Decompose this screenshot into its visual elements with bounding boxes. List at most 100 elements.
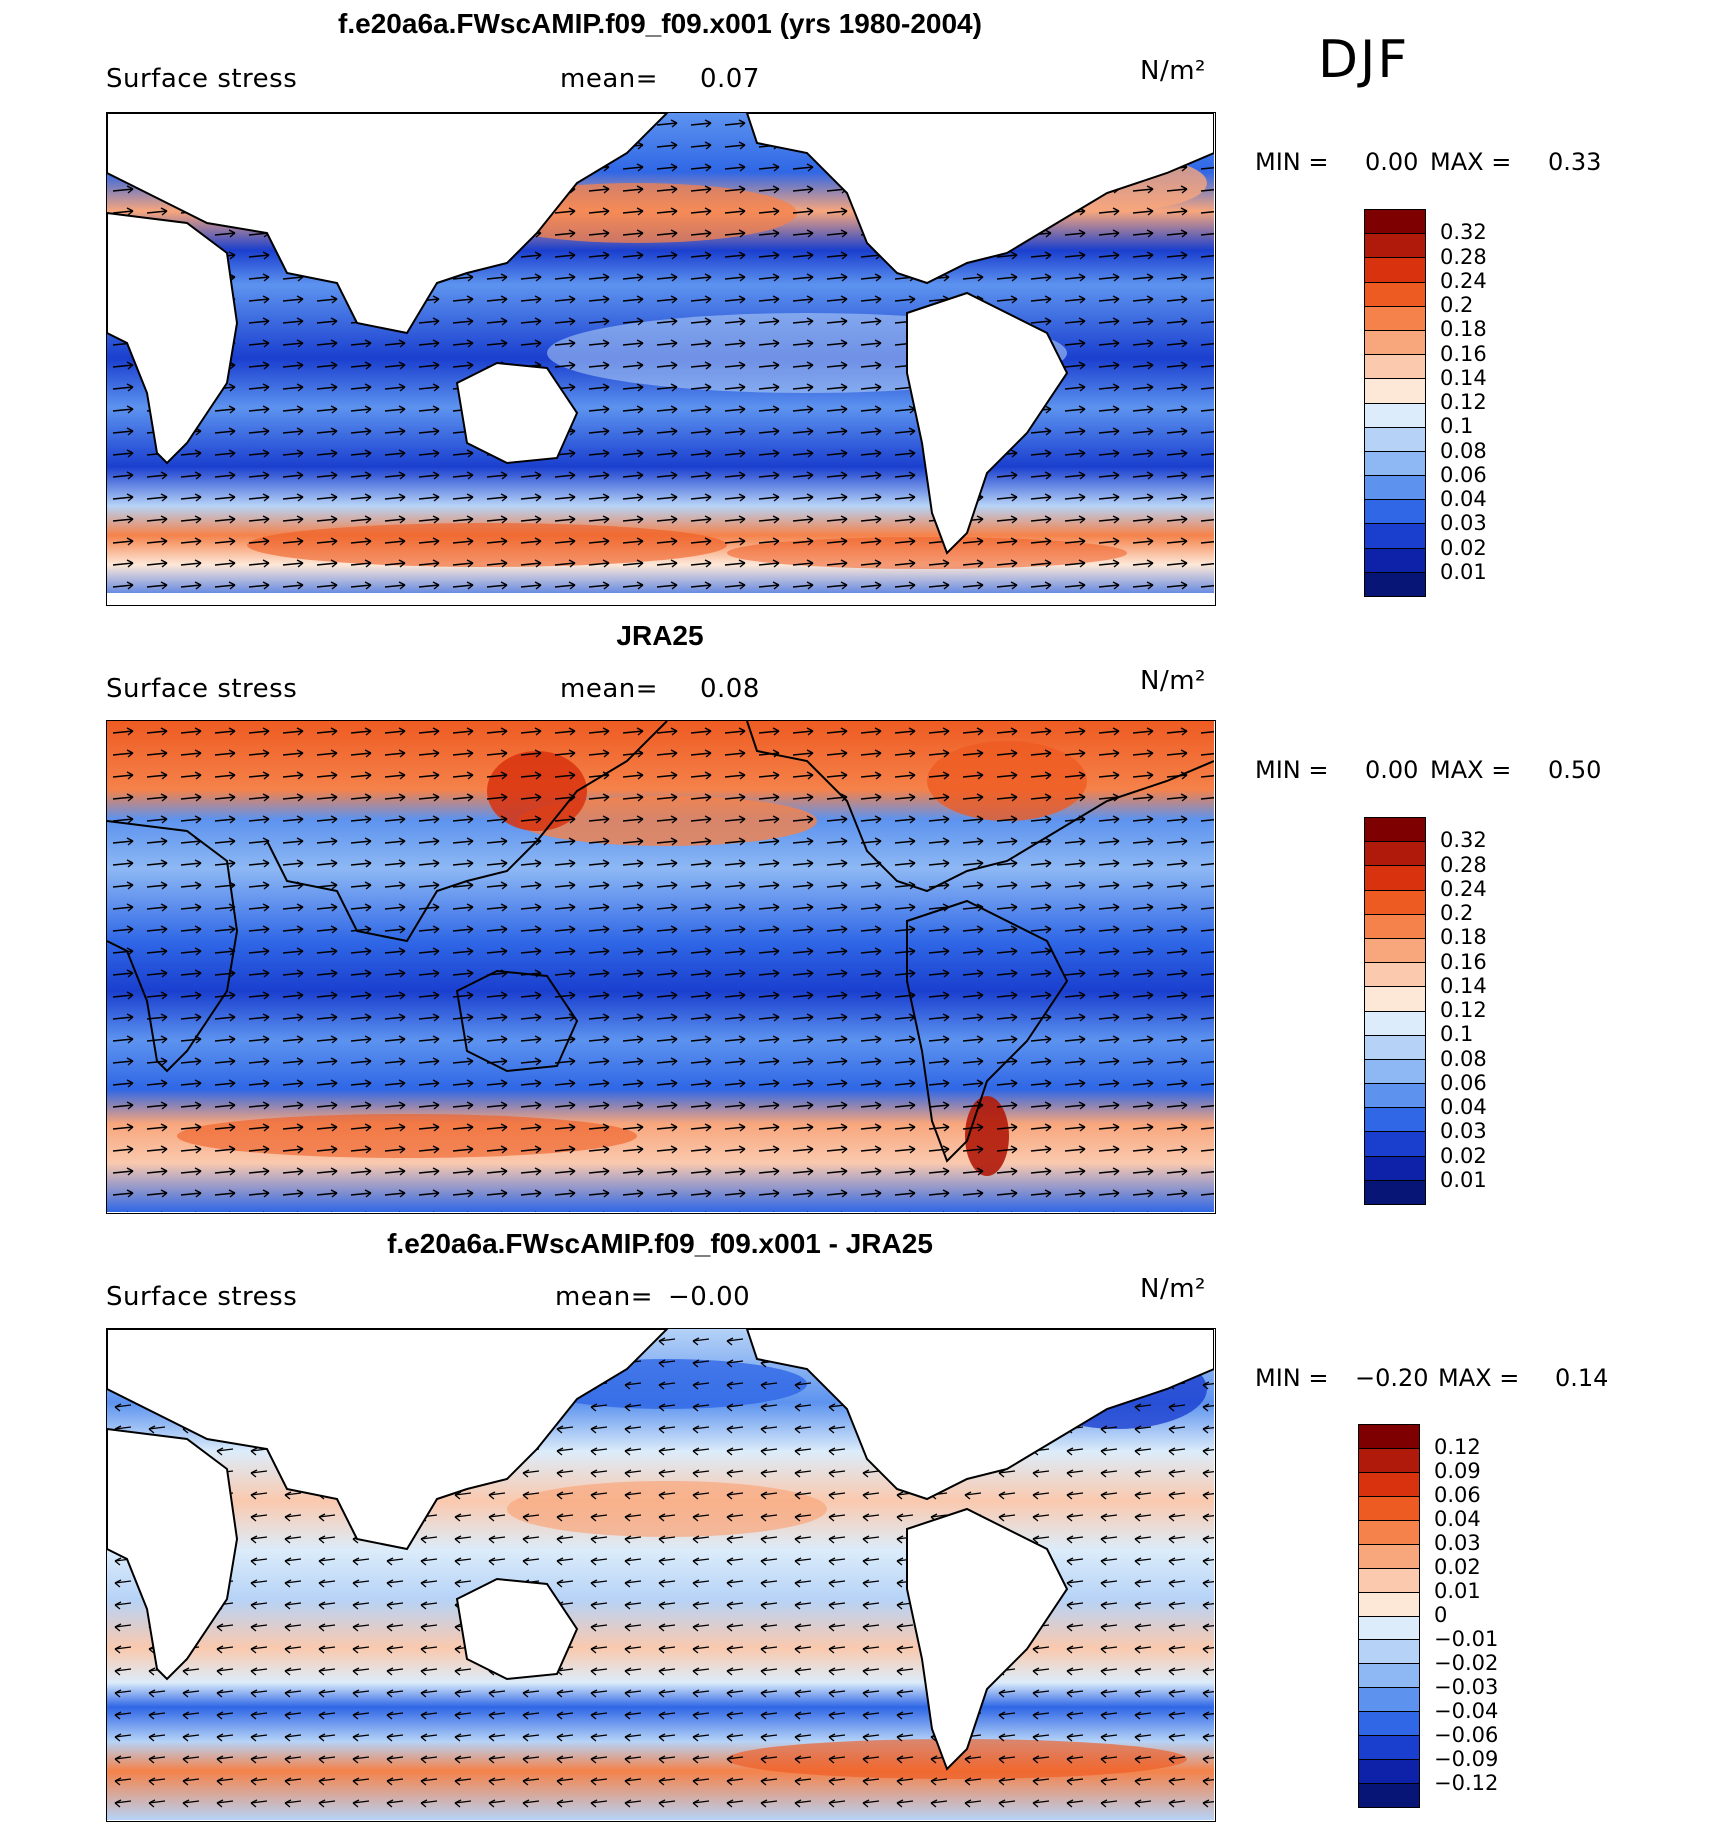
colorbar-cell [1365,1180,1425,1204]
colorbar-tick-label: 0.32 [1440,220,1487,245]
panel-2-colorbar [1364,817,1426,1205]
colorbar-cell [1359,1640,1419,1665]
colorbar-cell [1365,234,1425,259]
colorbar-cell [1359,1760,1419,1785]
colorbar-cell [1365,842,1425,867]
colorbar-cell [1365,524,1425,549]
panel-2-mean-value: 0.08 [700,674,760,704]
colorbar-cell [1365,451,1425,477]
colorbar-tick-label: 0.04 [1440,1095,1487,1119]
colorbar-cell [1365,938,1425,964]
panel-1-colorbar-ticks: 0.32 0.28 0.24 0.2 0.18 0.16 0.14 0.12 0.1 0.08 0.… [1440,209,1550,597]
panel-3-mean-value: −0.00 [668,1282,751,1312]
colorbar-tick-label: 0.06 [1440,462,1487,487]
panel-3-land-africa [107,1427,239,1681]
colorbar-tick-label: 0.08 [1440,438,1487,463]
panel-2-coast-eurasia [107,820,239,1073]
colorbar-tick-label: 0.2 [1440,293,1474,317]
panel-1-colorbar-cells [1365,210,1425,596]
panel-1-land [107,113,1215,604]
colorbar-cell [1359,1425,1419,1449]
panel-2-coast-asia [266,721,668,943]
panel-1-mean-label: mean= [560,64,659,94]
colorbar-cell [1365,330,1425,356]
panel-3-land-north-america [745,1329,1215,1501]
colorbar-cell [1365,379,1425,404]
colorbar-tick-label: −0.06 [1434,1723,1499,1747]
colorbar-tick-label: 0.1 [1440,1022,1474,1047]
panel-1-units: N/m² [1140,56,1206,86]
panel-1-land-africa [107,211,239,465]
panel-1-map [106,112,1216,606]
colorbar-cell [1365,1132,1425,1157]
colorbar-cell [1365,1084,1425,1109]
panel-3-land-australia [455,1577,579,1681]
panel-2-map-svg [107,721,1215,1212]
panel-1-land-eurasia [107,113,669,335]
colorbar-tick-label: 0.14 [1440,973,1487,998]
panel-1-min-label: MIN = [1255,148,1329,176]
panel-3-land-eurasia [107,1329,669,1551]
colorbar-tick-label: 0.28 [1440,244,1487,269]
colorbar-cell [1365,572,1425,596]
colorbar-tick-label: 0.03 [1440,511,1487,536]
colorbar-cell [1365,427,1425,452]
panel-1-colorbar [1364,209,1426,597]
panel-3-colorbar-cells [1359,1425,1419,1807]
panel-3-map-svg [107,1329,1215,1820]
colorbar-cell [1365,1011,1425,1036]
colorbar-tick-label: 0.01 [1434,1579,1481,1603]
colorbar-tick-label: −0.09 [1434,1747,1499,1771]
colorbar-tick-label: 0.32 [1440,828,1487,853]
colorbar-cell [1365,866,1425,891]
colorbar-tick-label: 0.18 [1440,925,1487,950]
colorbar-tick-label: 0 [1434,1603,1448,1627]
panel-3-mean-label: mean= [555,1282,654,1312]
panel-2-colorbar-ticks: 0.32 0.28 0.24 0.2 0.18 0.16 0.14 0.12 0.1 0.08 0.… [1440,817,1550,1205]
colorbar-tick-label: 0.14 [1440,365,1487,390]
colorbar-cell [1365,306,1425,331]
colorbar-cell [1365,818,1425,843]
panel-1-max-value: 0.33 [1548,148,1602,176]
colorbar-tick-label: −0.12 [1434,1771,1499,1795]
colorbar-cell [1365,914,1425,939]
season-label: DJF [1318,30,1410,90]
colorbar-cell [1359,1784,1419,1807]
colorbar-cell [1365,476,1425,501]
colorbar-cell [1365,890,1425,915]
colorbar-tick-label: 0.03 [1440,1119,1487,1144]
colorbar-cell [1365,210,1425,235]
panel-2-variable-label: Surface stress [106,674,298,704]
colorbar-tick-label: 0.12 [1440,998,1487,1022]
colorbar-cell [1365,963,1425,988]
colorbar-cell [1365,1035,1425,1060]
colorbar-cell [1365,1059,1425,1085]
panel-3-title: f.e20a6a.FWscAMIP.f09_f09.x001 - JRA25 [387,1228,933,1259]
panel-3-land [107,1329,1215,1771]
colorbar-cell [1365,500,1425,525]
colorbar-cell [1359,1520,1419,1545]
panel-1-land-north-america [745,113,1215,285]
colorbar-cell [1365,548,1425,573]
panel-2-mean-label: mean= [560,674,659,704]
colorbar-cell [1359,1496,1419,1521]
colorbar-tick-label: 0.06 [1434,1483,1481,1507]
colorbar-tick-label: 0.01 [1440,559,1487,584]
panel-2-units: N/m² [1140,666,1206,696]
colorbar-cell [1359,1664,1419,1689]
colorbar-tick-label: 0.24 [1440,268,1487,293]
panel-1-mean-value: 0.07 [700,64,760,94]
colorbar-tick-label: 0.06 [1440,1070,1487,1095]
panel-1-variable-label: Surface stress [106,64,298,94]
panel-1-min-value: 0.00 [1365,148,1419,176]
panel-2-vector-field [107,721,1214,1212]
colorbar-tick-label: −0.01 [1434,1627,1499,1651]
colorbar-cell [1365,258,1425,283]
colorbar-cell [1359,1688,1419,1713]
colorbar-tick-label: −0.02 [1434,1651,1499,1675]
colorbar-tick-label: 0.2 [1440,901,1474,925]
colorbar-cell [1365,403,1425,428]
panel-2-max-value: 0.50 [1548,756,1602,784]
panel-3-max-value: 0.14 [1555,1364,1609,1392]
panel-2-coast-australia [455,969,579,1073]
